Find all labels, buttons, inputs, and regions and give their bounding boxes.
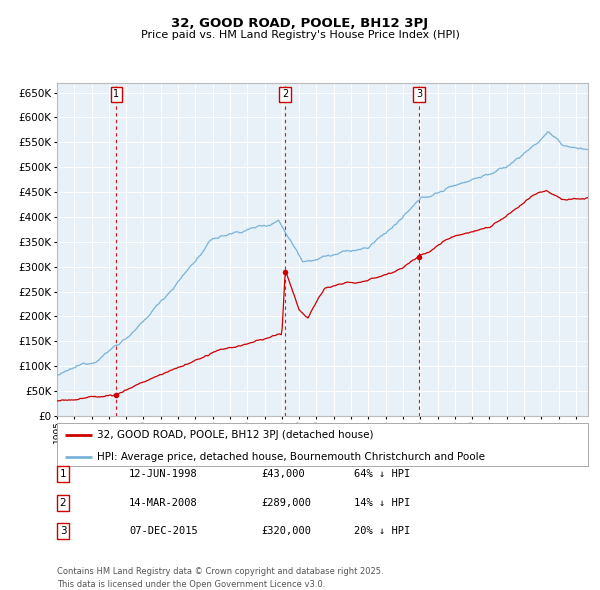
Text: 3: 3 (416, 89, 422, 99)
Text: £289,000: £289,000 (261, 498, 311, 507)
Text: Contains HM Land Registry data © Crown copyright and database right 2025.
This d: Contains HM Land Registry data © Crown c… (57, 568, 383, 589)
Text: 64% ↓ HPI: 64% ↓ HPI (354, 470, 410, 479)
Text: 14% ↓ HPI: 14% ↓ HPI (354, 498, 410, 507)
Text: £320,000: £320,000 (261, 526, 311, 536)
Text: 1: 1 (59, 470, 67, 479)
Text: HPI: Average price, detached house, Bournemouth Christchurch and Poole: HPI: Average price, detached house, Bour… (97, 451, 485, 461)
Text: 2: 2 (282, 89, 289, 99)
Text: 12-JUN-1998: 12-JUN-1998 (129, 470, 198, 479)
Text: 14-MAR-2008: 14-MAR-2008 (129, 498, 198, 507)
Text: 07-DEC-2015: 07-DEC-2015 (129, 526, 198, 536)
Text: 2: 2 (59, 498, 67, 507)
Text: £43,000: £43,000 (261, 470, 305, 479)
Text: 1: 1 (113, 89, 119, 99)
Text: 32, GOOD ROAD, POOLE, BH12 3PJ: 32, GOOD ROAD, POOLE, BH12 3PJ (172, 17, 428, 30)
Text: 20% ↓ HPI: 20% ↓ HPI (354, 526, 410, 536)
Text: 3: 3 (59, 526, 67, 536)
Text: Price paid vs. HM Land Registry's House Price Index (HPI): Price paid vs. HM Land Registry's House … (140, 30, 460, 40)
Text: 32, GOOD ROAD, POOLE, BH12 3PJ (detached house): 32, GOOD ROAD, POOLE, BH12 3PJ (detached… (97, 430, 373, 440)
